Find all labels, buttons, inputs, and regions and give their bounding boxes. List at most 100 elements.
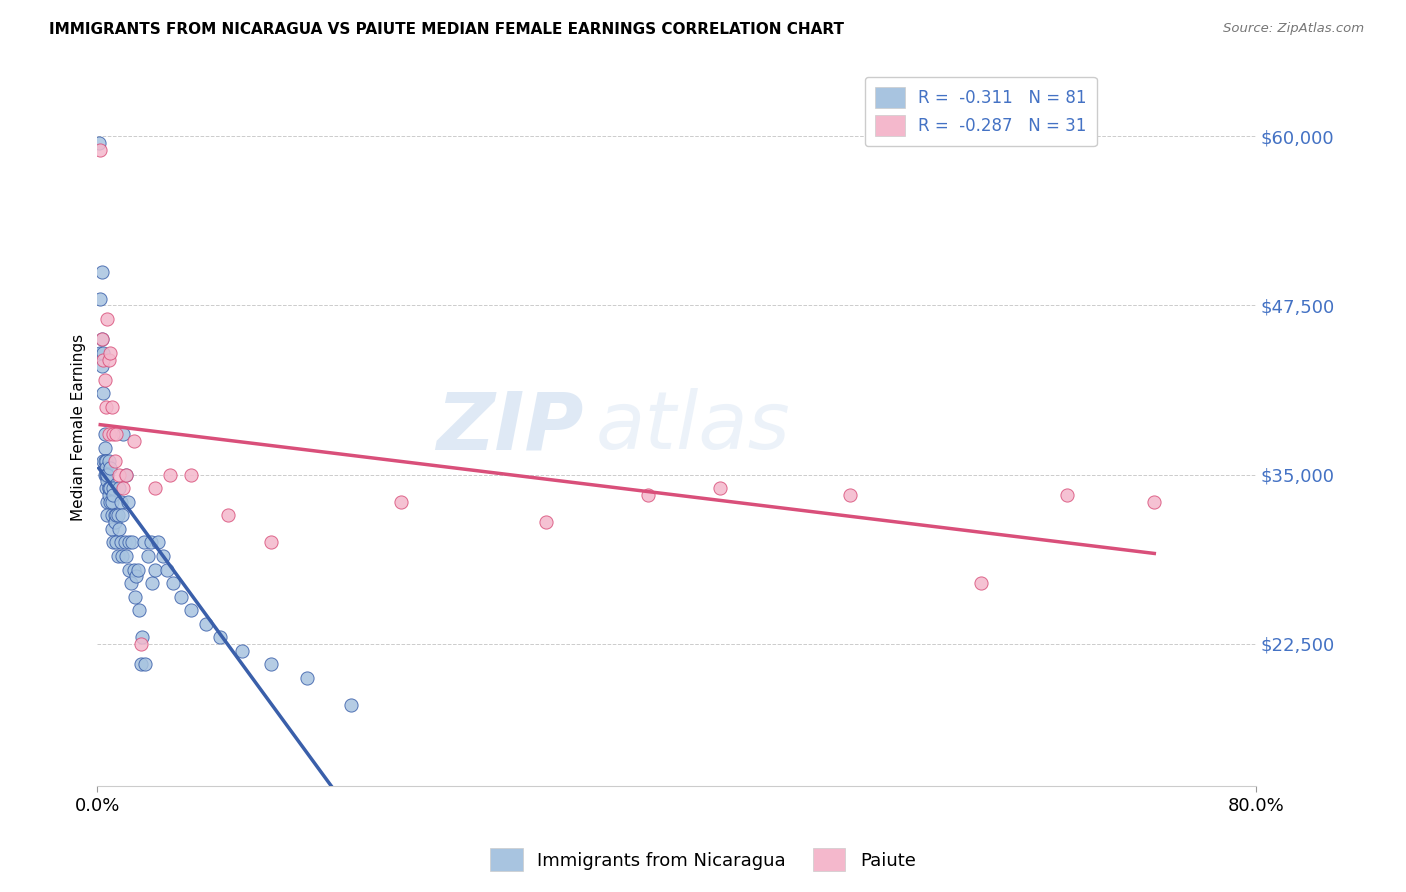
Point <box>94 481 117 495</box>
Point <box>101 495 124 509</box>
Point <box>121 535 143 549</box>
Point <box>131 630 153 644</box>
Point <box>260 535 283 549</box>
Point <box>260 657 283 672</box>
Point <box>105 508 128 523</box>
Point <box>103 488 125 502</box>
Point <box>112 481 135 495</box>
Point <box>108 522 131 536</box>
Point <box>94 461 117 475</box>
Point <box>97 352 120 367</box>
Point <box>94 400 117 414</box>
Point <box>180 603 202 617</box>
Point <box>120 576 142 591</box>
Point <box>534 515 557 529</box>
Point <box>100 346 122 360</box>
Point <box>89 143 111 157</box>
Point <box>1143 495 1166 509</box>
Point <box>125 569 148 583</box>
Point <box>90 359 112 374</box>
Point <box>110 535 132 549</box>
Point <box>94 467 117 482</box>
Legend: R =  -0.311   N = 81, R =  -0.287   N = 31: R = -0.311 N = 81, R = -0.287 N = 31 <box>865 77 1097 146</box>
Point <box>839 488 862 502</box>
Point <box>97 481 120 495</box>
Point <box>108 467 131 482</box>
Point <box>91 352 114 367</box>
Point <box>162 576 184 591</box>
Point <box>93 467 115 482</box>
Point <box>104 508 127 523</box>
Point <box>112 427 135 442</box>
Point <box>90 332 112 346</box>
Point <box>339 698 361 712</box>
Point <box>152 549 174 563</box>
Text: IMMIGRANTS FROM NICARAGUA VS PAIUTE MEDIAN FEMALE EARNINGS CORRELATION CHART: IMMIGRANTS FROM NICARAGUA VS PAIUTE MEDI… <box>49 22 844 37</box>
Point <box>709 481 731 495</box>
Point <box>107 549 129 563</box>
Point <box>96 475 118 489</box>
Point <box>209 630 232 644</box>
Point <box>117 495 139 509</box>
Text: Source: ZipAtlas.com: Source: ZipAtlas.com <box>1223 22 1364 36</box>
Legend: Immigrants from Nicaragua, Paiute: Immigrants from Nicaragua, Paiute <box>484 841 922 879</box>
Point <box>128 603 150 617</box>
Point <box>100 461 122 475</box>
Point <box>105 535 128 549</box>
Y-axis label: Median Female Earnings: Median Female Earnings <box>72 334 86 521</box>
Point <box>101 400 124 414</box>
Point <box>637 488 659 502</box>
Point <box>97 488 120 502</box>
Point <box>97 481 120 495</box>
Point <box>231 644 253 658</box>
Point <box>194 616 217 631</box>
Point <box>156 562 179 576</box>
Point <box>111 549 134 563</box>
Point <box>122 562 145 576</box>
Point <box>96 495 118 509</box>
Text: ZIP: ZIP <box>436 388 583 467</box>
Point <box>96 467 118 482</box>
Point <box>103 535 125 549</box>
Point <box>91 386 114 401</box>
Point <box>103 427 125 442</box>
Point <box>115 467 138 482</box>
Point <box>118 562 141 576</box>
Point <box>217 508 239 523</box>
Point <box>104 515 127 529</box>
Point <box>134 657 156 672</box>
Point <box>1056 488 1078 502</box>
Point <box>111 508 134 523</box>
Point <box>129 637 152 651</box>
Point <box>141 576 163 591</box>
Point <box>110 495 132 509</box>
Point <box>97 427 120 442</box>
Point <box>114 535 136 549</box>
Point <box>104 454 127 468</box>
Point <box>93 441 115 455</box>
Point <box>101 522 124 536</box>
Point <box>100 481 122 495</box>
Point <box>96 312 118 326</box>
Point <box>91 454 114 468</box>
Point <box>105 427 128 442</box>
Point <box>170 590 193 604</box>
Point <box>100 495 122 509</box>
Point <box>115 549 138 563</box>
Point <box>101 508 124 523</box>
Point <box>93 373 115 387</box>
Point <box>107 508 129 523</box>
Point <box>97 454 120 468</box>
Point <box>118 535 141 549</box>
Point <box>389 495 412 509</box>
Point <box>122 434 145 448</box>
Point <box>87 136 110 150</box>
Point <box>89 346 111 360</box>
Point <box>969 576 991 591</box>
Text: atlas: atlas <box>595 388 790 467</box>
Point <box>124 590 146 604</box>
Point <box>89 292 111 306</box>
Point <box>103 481 125 495</box>
Point <box>96 467 118 482</box>
Point <box>143 562 166 576</box>
